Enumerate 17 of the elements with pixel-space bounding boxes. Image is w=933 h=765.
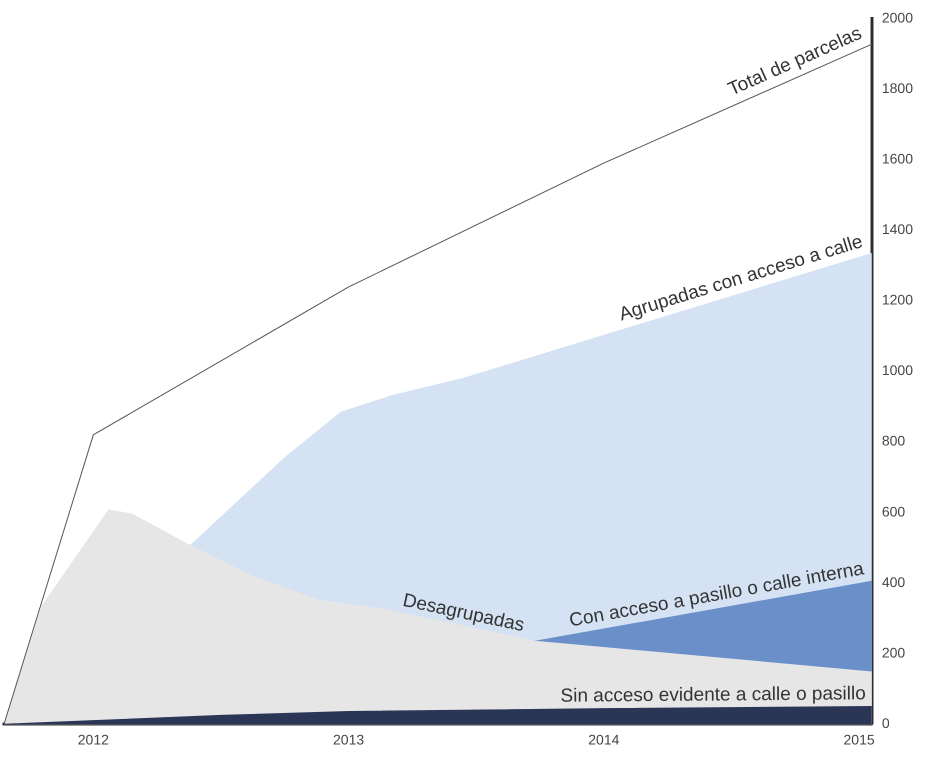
- y-tick-label: 1800: [882, 80, 914, 96]
- x-tick-label: 2014: [588, 731, 620, 748]
- y-tick-label: 1400: [882, 221, 914, 237]
- y-tick-label: 1200: [882, 292, 914, 308]
- x-tick-label: 2015: [844, 731, 875, 748]
- y-tick-label: 1600: [882, 150, 914, 166]
- y-tick-label: 600: [882, 503, 906, 520]
- y-tick-label: 200: [882, 644, 906, 660]
- y-tick-label: 400: [882, 574, 906, 590]
- x-tick-label: 2013: [333, 731, 364, 748]
- text: Con acceso a pasillo o calle interna: [568, 558, 866, 632]
- y-tick-label: 800: [882, 432, 906, 449]
- y-tick-label: 2000: [882, 9, 914, 26]
- y-tick-label: 0: [882, 715, 890, 732]
- x-tick-label: 2012: [78, 731, 110, 748]
- y-tick-label: 1000: [882, 362, 914, 378]
- series-label: Sin acceso evidente a calle o pasillo: [560, 683, 866, 707]
